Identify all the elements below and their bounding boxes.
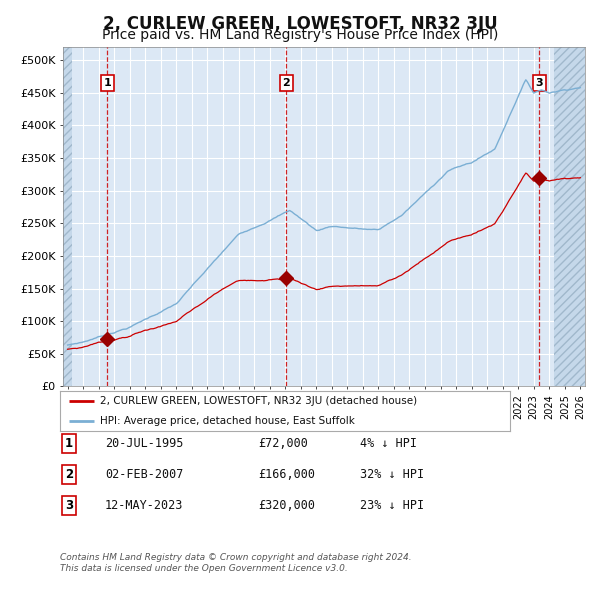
Text: £166,000: £166,000 xyxy=(258,468,315,481)
Text: £320,000: £320,000 xyxy=(258,499,315,512)
Text: 4% ↓ HPI: 4% ↓ HPI xyxy=(360,437,417,450)
Text: This data is licensed under the Open Government Licence v3.0.: This data is licensed under the Open Gov… xyxy=(60,565,348,573)
Text: £72,000: £72,000 xyxy=(258,437,308,450)
Text: 12-MAY-2023: 12-MAY-2023 xyxy=(105,499,184,512)
Text: 2: 2 xyxy=(65,468,73,481)
Text: HPI: Average price, detached house, East Suffolk: HPI: Average price, detached house, East… xyxy=(101,416,355,425)
Text: 2, CURLEW GREEN, LOWESTOFT, NR32 3JU (detached house): 2, CURLEW GREEN, LOWESTOFT, NR32 3JU (de… xyxy=(101,396,418,405)
Text: 2, CURLEW GREEN, LOWESTOFT, NR32 3JU: 2, CURLEW GREEN, LOWESTOFT, NR32 3JU xyxy=(103,15,497,33)
Text: 2: 2 xyxy=(283,78,290,88)
Text: 3: 3 xyxy=(65,499,73,512)
Text: 32% ↓ HPI: 32% ↓ HPI xyxy=(360,468,424,481)
Text: 3: 3 xyxy=(536,78,543,88)
Text: 02-FEB-2007: 02-FEB-2007 xyxy=(105,468,184,481)
Bar xyxy=(554,47,588,386)
Text: 1: 1 xyxy=(65,437,73,450)
Text: Contains HM Land Registry data © Crown copyright and database right 2024.: Contains HM Land Registry data © Crown c… xyxy=(60,553,412,562)
Text: 20-JUL-1995: 20-JUL-1995 xyxy=(105,437,184,450)
Bar xyxy=(60,47,73,386)
Text: 1: 1 xyxy=(103,78,111,88)
Text: Price paid vs. HM Land Registry's House Price Index (HPI): Price paid vs. HM Land Registry's House … xyxy=(102,28,498,42)
Text: 23% ↓ HPI: 23% ↓ HPI xyxy=(360,499,424,512)
